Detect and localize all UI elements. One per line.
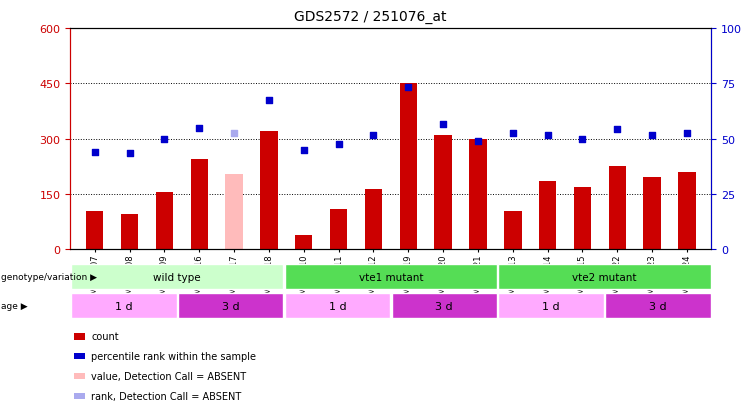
Text: 3 d: 3 d bbox=[649, 301, 667, 311]
Bar bbox=[71, 293, 176, 319]
Bar bbox=[285, 293, 391, 319]
Point bbox=[646, 133, 658, 139]
Bar bbox=[178, 293, 283, 319]
Text: vte2 mutant: vte2 mutant bbox=[572, 272, 637, 282]
Bar bbox=[121, 215, 139, 250]
Text: vte1 mutant: vte1 mutant bbox=[359, 272, 423, 282]
Bar bbox=[156, 193, 173, 250]
Point bbox=[228, 131, 240, 137]
Text: age ▶: age ▶ bbox=[1, 301, 28, 311]
Bar bbox=[643, 178, 661, 250]
Bar bbox=[499, 293, 604, 319]
Point bbox=[159, 136, 170, 142]
Point bbox=[437, 121, 449, 128]
Text: percentile rank within the sample: percentile rank within the sample bbox=[91, 351, 256, 361]
Bar bbox=[434, 136, 452, 250]
Bar bbox=[574, 187, 591, 250]
Point bbox=[263, 97, 275, 104]
Bar bbox=[504, 211, 522, 250]
Bar bbox=[225, 174, 243, 250]
Point bbox=[333, 142, 345, 148]
Text: genotype/variation ▶: genotype/variation ▶ bbox=[1, 273, 98, 282]
Point bbox=[89, 149, 101, 156]
Point bbox=[193, 125, 205, 132]
Bar bbox=[365, 189, 382, 250]
Bar bbox=[499, 264, 711, 290]
Bar bbox=[678, 173, 696, 250]
Bar bbox=[190, 160, 208, 250]
Point bbox=[368, 133, 379, 139]
Bar bbox=[608, 167, 626, 250]
Bar bbox=[260, 132, 278, 250]
Point bbox=[507, 131, 519, 137]
Text: wild type: wild type bbox=[153, 272, 201, 282]
Text: value, Detection Call = ABSENT: value, Detection Call = ABSENT bbox=[91, 371, 246, 381]
Text: count: count bbox=[91, 332, 119, 342]
Text: 1 d: 1 d bbox=[329, 301, 346, 311]
Point bbox=[124, 151, 136, 157]
Point bbox=[576, 136, 588, 142]
Bar bbox=[469, 139, 487, 250]
Point bbox=[611, 127, 623, 133]
Bar bbox=[391, 293, 497, 319]
Point bbox=[402, 85, 414, 91]
Bar bbox=[330, 209, 348, 250]
Text: rank, Detection Call = ABSENT: rank, Detection Call = ABSENT bbox=[91, 391, 242, 401]
Text: 1 d: 1 d bbox=[115, 301, 133, 311]
Bar bbox=[605, 293, 711, 319]
Text: GDS2572 / 251076_at: GDS2572 / 251076_at bbox=[294, 10, 447, 24]
Text: 3 d: 3 d bbox=[436, 301, 453, 311]
Point bbox=[298, 147, 310, 154]
Bar bbox=[71, 264, 283, 290]
Text: 1 d: 1 d bbox=[542, 301, 560, 311]
Bar bbox=[539, 182, 556, 250]
Bar bbox=[295, 235, 313, 250]
Bar bbox=[285, 264, 497, 290]
Point bbox=[472, 138, 484, 145]
Text: 3 d: 3 d bbox=[222, 301, 239, 311]
Point bbox=[542, 133, 554, 139]
Bar bbox=[86, 211, 104, 250]
Point bbox=[681, 131, 693, 137]
Bar bbox=[399, 84, 417, 250]
